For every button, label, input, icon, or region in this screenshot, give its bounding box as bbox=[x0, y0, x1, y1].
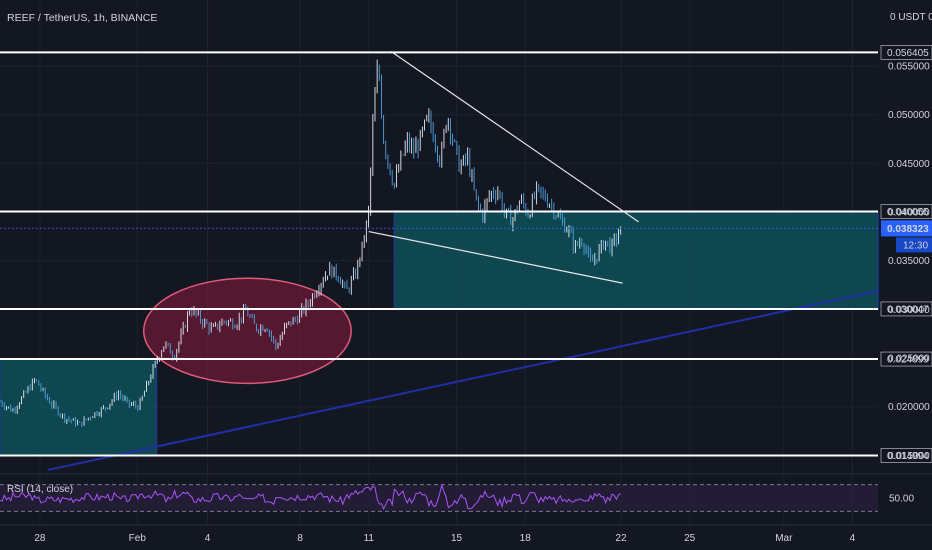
level-tag bbox=[880, 351, 932, 367]
y-tick-label: 0.055000 bbox=[888, 62, 930, 73]
zone-box bbox=[0, 358, 158, 457]
level-label: 0.040055 bbox=[887, 207, 929, 218]
level-tag bbox=[880, 448, 932, 463]
x-tick-label: Feb bbox=[129, 533, 147, 544]
x-tick-label: Mar bbox=[775, 533, 793, 544]
rsi-label: RSI (14, close) bbox=[7, 484, 73, 495]
x-tick-label: 15 bbox=[451, 533, 463, 544]
y-tick-label: 0.045000 bbox=[888, 159, 930, 170]
triangle-lower-line bbox=[368, 230, 623, 284]
y-tick-label: 0.025000 bbox=[888, 354, 930, 365]
x-tick-label: 8 bbox=[297, 533, 303, 544]
rsi-band bbox=[0, 484, 878, 512]
time-axis[interactable]: 28 Feb 4 8 11 15 18 22 25 Mar 4 bbox=[0, 524, 932, 544]
x-tick-label: 11 bbox=[364, 533, 375, 544]
trend-lines bbox=[47, 50, 879, 471]
countdown-tag bbox=[896, 237, 932, 253]
zones bbox=[0, 211, 879, 457]
x-tick-label: 4 bbox=[205, 533, 211, 544]
rising-trend-line bbox=[47, 289, 879, 471]
consolidation-ellipse bbox=[142, 277, 352, 385]
y-tick-label: 0.015000 bbox=[888, 451, 930, 462]
level-lines: 0.056405 0.040055 0.030047 0.024899 0.014994… bbox=[0, 45, 932, 463]
rsi-pane: RSI (14, close) 50.00 bbox=[0, 473, 932, 512]
y-tick-label: 0.030000 bbox=[888, 305, 930, 316]
x-tick-label: 28 bbox=[34, 533, 46, 544]
x-tick-label: 22 bbox=[615, 533, 627, 544]
current-price-label: 0.038323 bbox=[887, 224, 929, 235]
level-label: 0.056405 bbox=[887, 48, 929, 59]
triangle-upper-line bbox=[390, 50, 639, 223]
zone-box bbox=[393, 211, 879, 311]
x-tick-label: 25 bbox=[684, 533, 696, 544]
symbol-title: REEF / TetherUS, 1h, BINANCE bbox=[7, 12, 157, 24]
rsi-line bbox=[0, 483, 621, 510]
y-tick-label: 0.050000 bbox=[888, 110, 930, 121]
current-price-tag bbox=[881, 220, 932, 237]
level-tag bbox=[880, 45, 932, 60]
level-label: 0.014994 bbox=[887, 451, 929, 462]
countdown-label: 12:30 bbox=[903, 240, 928, 251]
price-axis[interactable]: 0.055000 0.050000 0.045000 0.040000 0.035000… bbox=[888, 62, 930, 462]
level-label: 0.024899 bbox=[887, 355, 929, 366]
y-tick-label: 0.020000 bbox=[888, 402, 930, 413]
y-tick-label: 0.035000 bbox=[888, 256, 930, 267]
y-tick-label: 0.040000 bbox=[888, 208, 930, 219]
currency-label: 0 USDT 0 bbox=[890, 12, 932, 23]
rsi-tick-label: 50.00 bbox=[889, 494, 914, 505]
level-tag bbox=[880, 301, 932, 317]
x-tick-label: 18 bbox=[520, 533, 532, 544]
level-label: 0.030047 bbox=[887, 304, 929, 315]
x-tick-label: 4 bbox=[850, 533, 856, 544]
level-tag bbox=[880, 204, 932, 219]
